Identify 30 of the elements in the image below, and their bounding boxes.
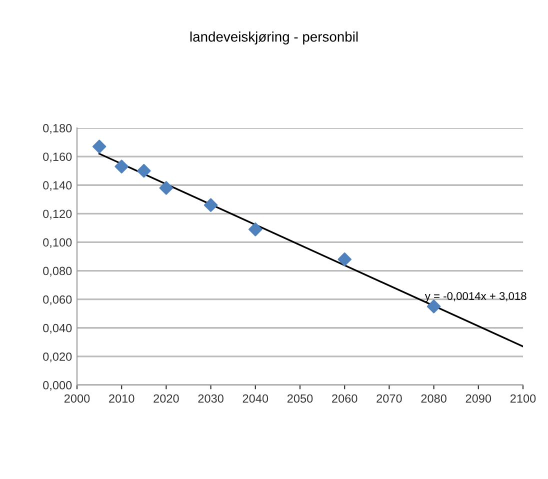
x-tick-label: 2010 xyxy=(109,394,134,403)
x-tick-label: 2000 xyxy=(64,394,90,403)
chart-title: landeveiskjøring - personbil xyxy=(190,32,358,44)
x-tick-label: 2040 xyxy=(242,394,268,403)
y-tick-label: 0,180 xyxy=(43,124,72,134)
point xyxy=(248,222,262,236)
point xyxy=(92,140,106,154)
x-tick-label: 2070 xyxy=(376,394,402,403)
point xyxy=(114,160,129,174)
y-tick-label: 0,060 xyxy=(43,295,72,306)
y-tick-label: 0,120 xyxy=(43,210,72,220)
x-tick-label: 2020 xyxy=(154,394,179,403)
y-tick-label: 0,140 xyxy=(43,181,72,191)
point xyxy=(159,181,174,195)
x-tick-label: 2030 xyxy=(198,394,224,403)
x-tick-label: 2090 xyxy=(466,394,492,403)
x-tick-label: 2060 xyxy=(332,394,358,403)
x-tick-label: 2080 xyxy=(421,394,446,403)
annotation: y = -0,0014x + 3,018 xyxy=(424,292,526,302)
y-tick-label: 0,040 xyxy=(43,324,72,334)
y-tick-label: 0,160 xyxy=(43,152,72,162)
x-tick-label: 2100 xyxy=(510,394,536,403)
point xyxy=(136,164,151,178)
x-tick-label: 2050 xyxy=(287,394,313,403)
point xyxy=(338,252,352,266)
y-tick-label: 0,020 xyxy=(43,352,72,362)
y-tick-label: 0,100 xyxy=(43,238,72,248)
y-tick-label: 0,000 xyxy=(43,381,72,391)
point xyxy=(204,198,218,212)
y-tick-label: 0,080 xyxy=(43,266,72,277)
